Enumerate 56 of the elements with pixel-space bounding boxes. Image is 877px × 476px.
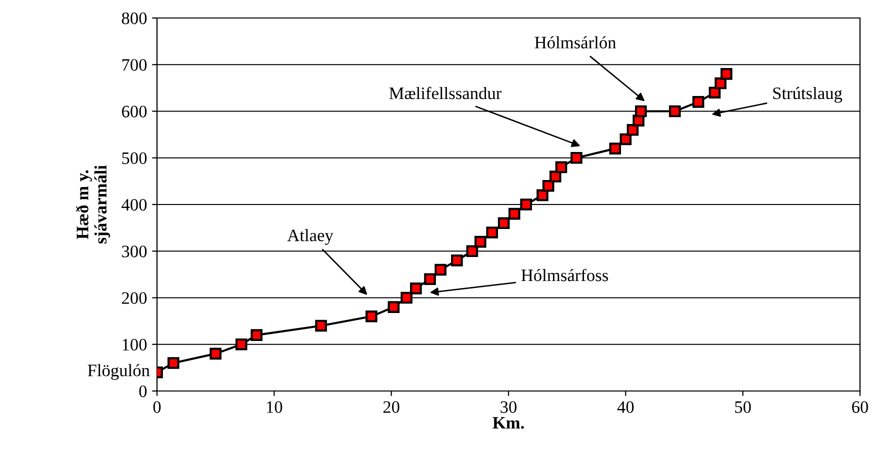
point	[555, 161, 568, 174]
point	[714, 77, 726, 90]
x-tick-label: 60	[852, 401, 868, 413]
x-tick-label: 40	[617, 401, 634, 413]
point	[692, 96, 704, 108]
point	[366, 310, 378, 322]
x-tick-label: 50	[735, 401, 751, 413]
y-tick-label: 700	[122, 59, 147, 71]
point	[210, 348, 222, 360]
x-tick-label: 20	[383, 401, 400, 413]
text: Flögulón	[88, 364, 150, 380]
annotation: Hólmsárlón	[534, 36, 616, 48]
point	[520, 198, 532, 210]
point	[498, 217, 510, 230]
point	[620, 133, 632, 146]
point	[668, 105, 681, 118]
point	[609, 142, 622, 154]
point	[542, 180, 554, 192]
x-tick-label: 10	[267, 401, 282, 413]
y-tick-label: 200	[122, 292, 147, 304]
annotation: Atlaey	[287, 229, 334, 245]
y-tick-label: 400	[122, 198, 147, 211]
point	[235, 338, 248, 350]
point	[388, 301, 400, 313]
point	[434, 264, 446, 276]
y-tick-label: 300	[122, 246, 147, 258]
point	[250, 329, 262, 341]
point	[570, 152, 582, 164]
point	[315, 320, 327, 332]
point	[424, 273, 436, 286]
point	[549, 170, 562, 182]
point	[466, 245, 478, 258]
y-tick-label: 100	[122, 338, 147, 351]
x-tick-label: 30	[500, 401, 517, 413]
point	[626, 124, 639, 136]
point	[634, 105, 647, 118]
point	[451, 254, 463, 266]
x-axis-title: Km.	[492, 417, 524, 429]
point	[708, 86, 721, 99]
y-tick-label: 800	[122, 12, 147, 24]
x-tick-label: 0	[153, 401, 161, 413]
point	[167, 357, 180, 369]
annotation: Strútslaug	[773, 86, 842, 103]
annotation: Mælifellssandur	[389, 86, 502, 100]
point	[400, 292, 412, 304]
point	[410, 282, 422, 294]
y-tick-label: 0	[139, 385, 147, 398]
point	[508, 208, 520, 220]
point	[536, 189, 548, 202]
point	[486, 226, 498, 238]
annotation: Hólmsárfoss	[521, 268, 608, 282]
y-tick-label: 500	[122, 152, 147, 164]
point	[720, 68, 732, 80]
y-tick-label: 600	[122, 106, 147, 118]
y-axis-title: Hæð m y. sjávarmáli	[76, 165, 110, 244]
point	[474, 236, 486, 248]
